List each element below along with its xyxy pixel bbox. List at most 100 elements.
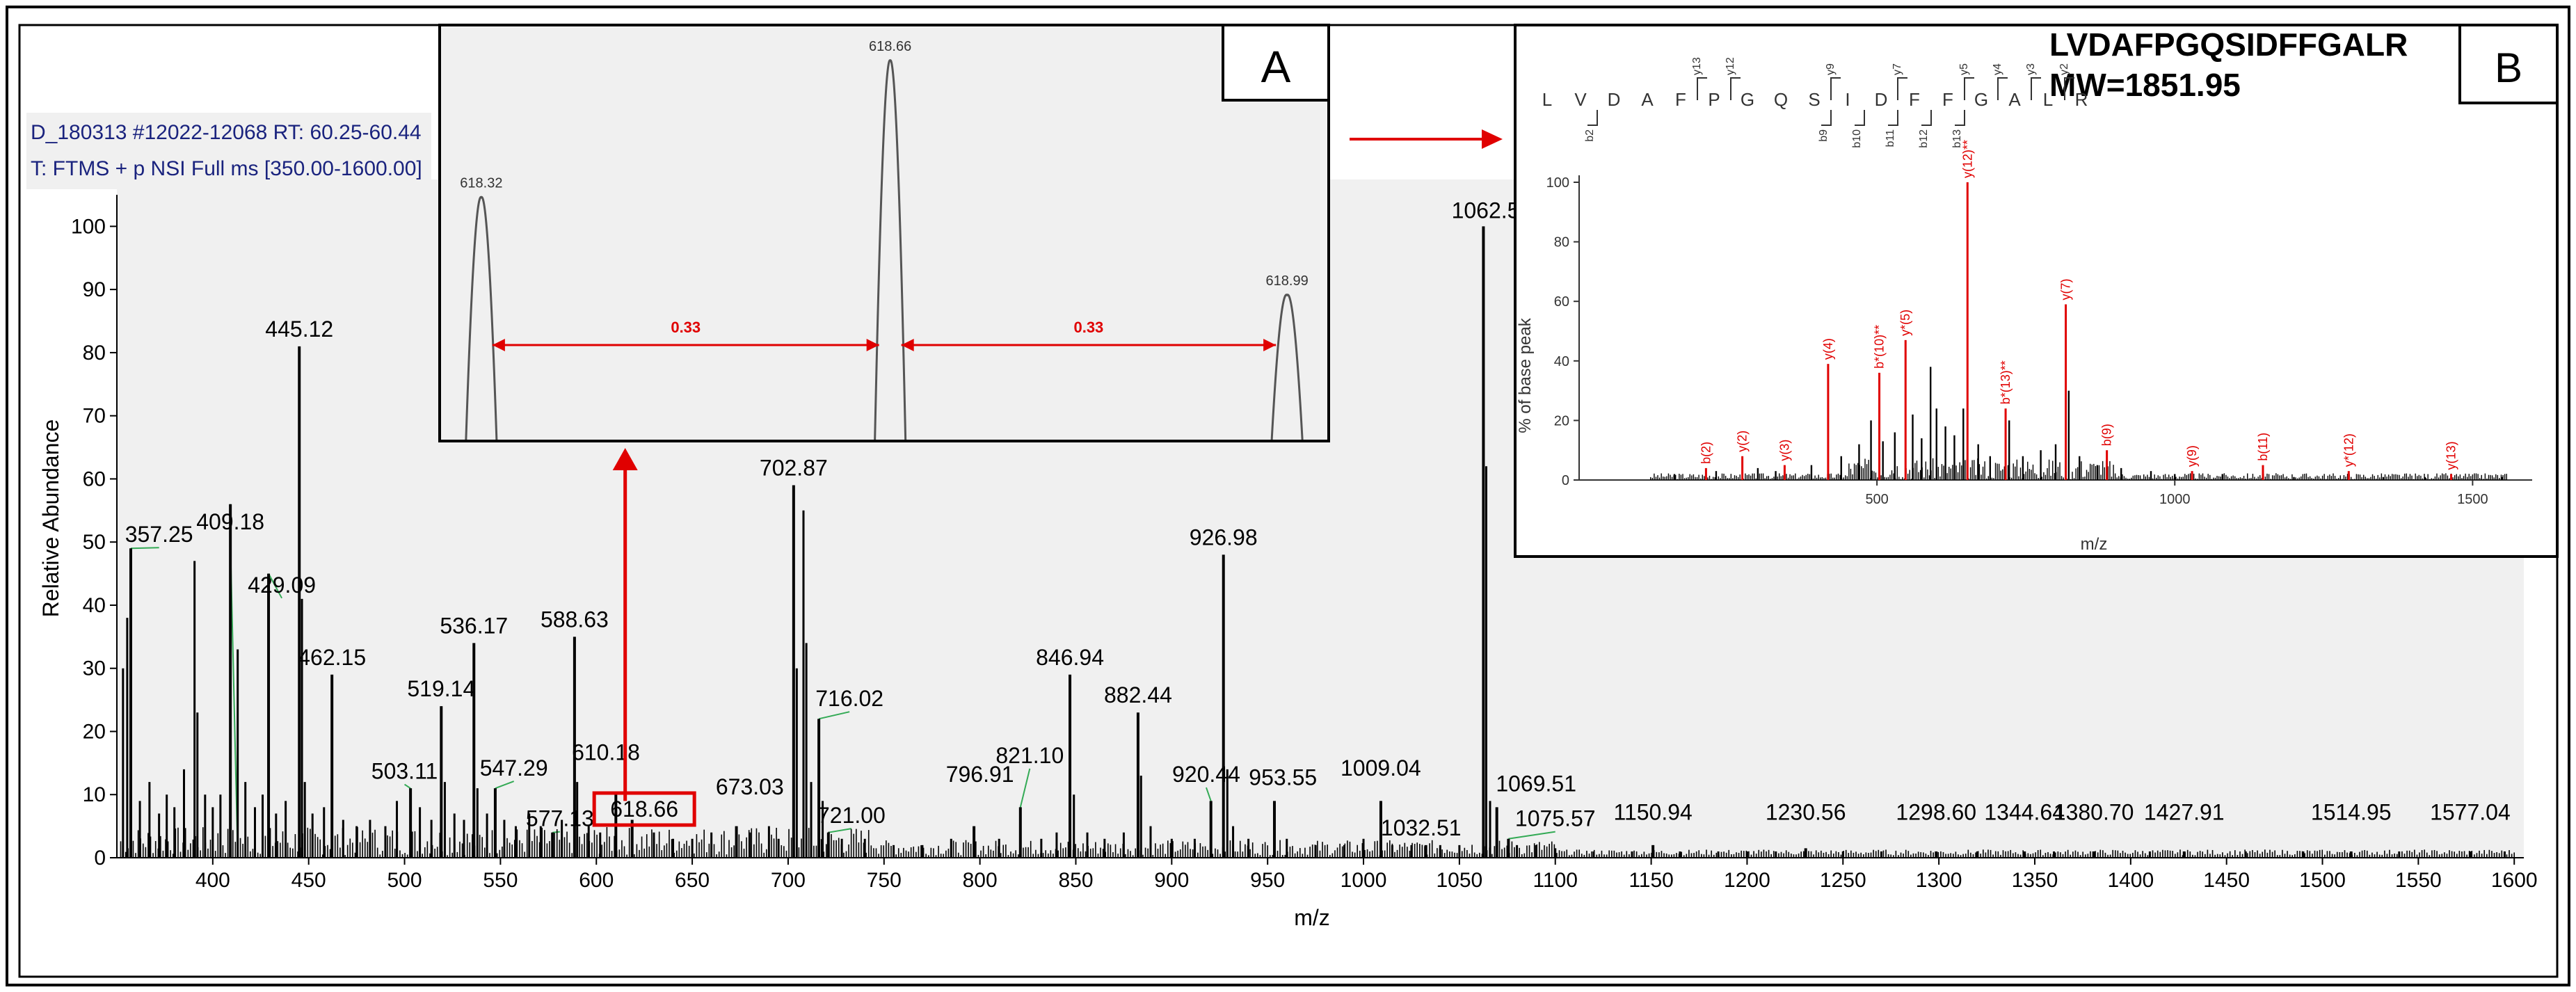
y-ion-bracket	[2031, 77, 2041, 100]
sequence-residue: F	[1675, 89, 1686, 110]
peak-label: 1380.70	[2054, 800, 2134, 825]
isotope-peak-label: 618.66	[869, 39, 911, 54]
main-x-tick-label: 1550	[2395, 869, 2442, 892]
main-x-tick-label: 1450	[2203, 869, 2250, 892]
peak-label: 846.94	[1036, 645, 1104, 670]
peptide-sequence-title: LVDAFPGQSIDFFGALR	[2049, 26, 2408, 63]
peak-label: 429.09	[248, 573, 316, 598]
b-ion-label: b2	[1584, 129, 1596, 142]
inset-b-x-tick-label: 1000	[2159, 492, 2191, 507]
y-ion-label: y9	[1825, 63, 1837, 75]
inset-b-y-tick-label: 100	[1546, 175, 1569, 191]
fragment-ion-label: b*(13)**	[1999, 360, 2013, 404]
fragment-ion-label: y*(12)	[2342, 433, 2355, 467]
main-x-tick-label: 1500	[2299, 869, 2346, 892]
spacing-arrowhead	[1263, 339, 1277, 351]
peak-label: 547.29	[480, 755, 548, 781]
main-x-tick-label: 1350	[2012, 869, 2058, 892]
peak-label: 1577.04	[2430, 800, 2511, 825]
peak-label: 1009.04	[1341, 755, 1421, 781]
b-ion-label: b9	[1818, 129, 1830, 142]
b-ion-bracket	[1855, 110, 1865, 126]
peak-label: 1150.94	[1614, 800, 1693, 825]
main-x-tick-label: 1400	[2107, 869, 2154, 892]
inset-b-y-axis-label: % of base peak	[1516, 317, 1535, 433]
b-ion-label: b13	[1951, 129, 1963, 148]
fragment-ion-label: y(2)	[1736, 431, 1750, 452]
connector-arrows	[612, 129, 1503, 801]
y-ion-bracket	[1830, 77, 1841, 100]
label-leader-line	[403, 783, 411, 789]
y-ion-label: y13	[1691, 57, 1703, 75]
peak-label: 1032.51	[1381, 815, 1462, 840]
inset-b-y-tick-label: 60	[1554, 294, 1569, 310]
sequence-residue: G	[1974, 89, 1988, 110]
fragment-ion-label: b(2)	[1699, 442, 1713, 464]
main-x-tick-label: 1600	[2491, 869, 2538, 892]
peak-label: 1298.60	[1896, 800, 1976, 825]
peak-label: 920.44	[1172, 762, 1240, 787]
spacing-arrowhead	[901, 339, 914, 351]
main-y-tick-label: 80	[83, 342, 106, 365]
inset-a-label-box	[1222, 24, 1330, 102]
b-ion-label: b10	[1851, 129, 1863, 148]
main-y-tick-label: 60	[83, 467, 106, 490]
y-ion-label: y5	[1958, 63, 1970, 75]
peak-label: 588.63	[541, 607, 609, 632]
peak-label: 1069.51	[1496, 771, 1576, 797]
b-ion-bracket	[1955, 110, 1965, 126]
main-x-tick-label: 1050	[1437, 869, 1483, 892]
peak-label: 1427.91	[2144, 800, 2225, 825]
peak-label: 519.14	[407, 676, 475, 701]
peak-label: 796.91	[946, 762, 1014, 787]
isotope-peak	[874, 59, 907, 440]
sequence-residue: S	[1808, 89, 1820, 110]
fragment-ion-label: y(7)	[2059, 278, 2073, 300]
fragment-ion-label: y(9)	[2185, 445, 2199, 467]
sequence-residue: D	[1875, 89, 1888, 110]
y-ion-bracket	[1730, 77, 1741, 100]
spacing-arrowhead	[492, 339, 505, 351]
main-x-tick-label: 1100	[1533, 869, 1578, 892]
sequence-residue: L	[2043, 89, 2053, 110]
main-x-tick-label: 700	[771, 869, 806, 892]
main-y-tick-label: 0	[94, 847, 106, 870]
sequence-residue: V	[1574, 89, 1587, 110]
peak-label: 618.66	[610, 797, 678, 822]
y-ion-label: y3	[2025, 63, 2037, 75]
main-x-tick-label: 1000	[1341, 869, 1387, 892]
main-y-tick-label: 50	[83, 531, 106, 554]
label-leader-line	[828, 828, 852, 833]
inset-b-y-tick-label: 40	[1554, 354, 1569, 369]
fragment-ion-label: y*(5)	[1898, 310, 1912, 336]
peak-label: 882.44	[1104, 682, 1172, 707]
b-ion-bracket	[1821, 110, 1832, 126]
peak-label: 409.18	[196, 509, 264, 534]
main-y-tick-label: 100	[71, 215, 106, 238]
sequence-residue: G	[1741, 89, 1754, 110]
y-ion-label: y4	[1992, 63, 2003, 75]
sequence-residue: Q	[1774, 89, 1788, 110]
isotope-peak	[465, 195, 498, 440]
peak-label: 821.10	[995, 743, 1064, 768]
main-x-tick-label: 650	[675, 869, 710, 892]
peak-label: 673.03	[716, 774, 784, 799]
main-x-tick-label: 800	[963, 869, 998, 892]
inset-b-x-tick-label: 1500	[2457, 492, 2488, 507]
spacing-label: 0.33	[671, 319, 701, 336]
peak-label: 610.18	[572, 739, 640, 765]
main-x-axis-label: m/z	[1294, 905, 1330, 930]
sequence-residue: A	[1641, 89, 1654, 110]
sequence-residue: L	[1542, 89, 1552, 110]
inset-b-label: B	[2495, 45, 2522, 91]
peak-label: 577.13	[526, 806, 594, 831]
sequence-residue: F	[1942, 89, 1953, 110]
main-x-tick-label: 1150	[1629, 869, 1674, 892]
y-ion-bracket	[2064, 77, 2074, 100]
peak-label: 357.25	[125, 522, 193, 547]
molecular-weight: MW=1851.95	[2049, 67, 2241, 103]
fragment-ion-label: y(4)	[1821, 338, 1835, 360]
label-leader-line	[495, 781, 515, 790]
peak-label: 1075.57	[1515, 806, 1596, 831]
fragment-ion-label: b(9)	[2100, 424, 2114, 446]
